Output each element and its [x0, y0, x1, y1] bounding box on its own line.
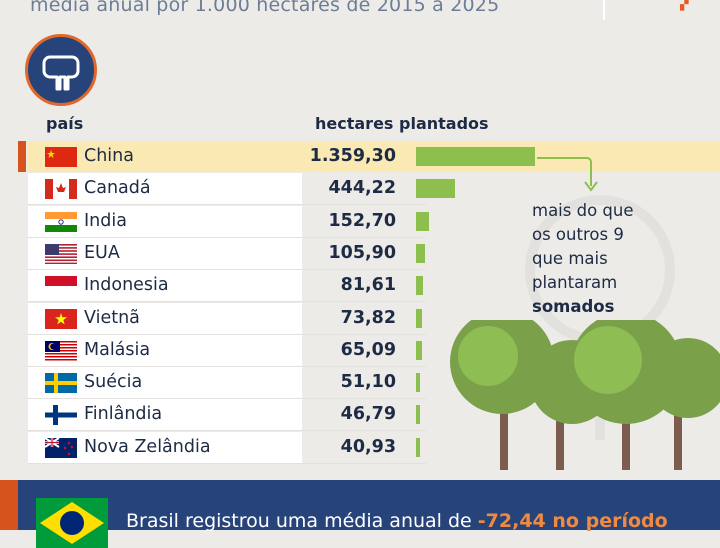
row-separator [28, 333, 426, 335]
row-separator [28, 462, 426, 464]
country-label: Canadá [84, 178, 151, 199]
row-separator [28, 365, 426, 367]
row-separator [28, 301, 426, 303]
trees-illustration-icon [450, 320, 720, 470]
row-separator [28, 236, 426, 238]
value-label: 51,10 [340, 372, 396, 393]
bar [416, 276, 424, 296]
bar [416, 211, 430, 231]
column-header-country: país [46, 114, 84, 133]
footer-banner: Brasil registrou uma média anual de -72,… [0, 480, 720, 548]
value-label: 81,61 [340, 275, 396, 296]
bar [416, 437, 420, 457]
country-label: Indonesia [84, 275, 169, 296]
bar [416, 243, 426, 263]
country-label: Nova Zelândia [84, 436, 211, 457]
footer-text: Brasil registrou uma média anual de -72,… [126, 510, 668, 532]
bar [416, 179, 455, 199]
country-label: Finlândia [84, 404, 163, 425]
country-label: Vietnã [84, 307, 140, 328]
annotation-arrow-icon [537, 157, 598, 192]
row-separator [28, 430, 426, 432]
value-label: 40,93 [340, 436, 396, 457]
table-row [28, 141, 720, 172]
flag-icon [45, 373, 77, 394]
annotation-line-3: que mais [532, 249, 608, 268]
annotation-line-2: os outros 9 [532, 225, 624, 244]
tree-badge-icon [25, 34, 97, 106]
flag-icon [45, 340, 77, 361]
bar [416, 340, 422, 360]
bar [416, 405, 421, 425]
value-label: 105,90 [328, 242, 396, 263]
brazil-flag-icon [36, 498, 108, 548]
header-divider [603, 0, 605, 20]
highlight-accent [18, 141, 26, 172]
footer-text-highlight: -72,44 no período [477, 510, 668, 532]
row-separator [28, 268, 426, 270]
flag-icon [45, 211, 77, 232]
country-label: China [84, 146, 134, 166]
flag-icon [45, 276, 77, 297]
value-label: 444,22 [328, 178, 396, 199]
row-separator [28, 398, 426, 400]
country-label: India [84, 210, 127, 231]
bar [416, 308, 423, 328]
footer-accent [0, 480, 18, 530]
flag-icon [45, 179, 77, 200]
annotation-note: mais do que os outros 9 que mais plantar… [532, 199, 672, 319]
flag-icon [45, 437, 77, 458]
value-label: 65,09 [340, 339, 396, 360]
country-label: Suécia [84, 372, 143, 393]
flag-icon [45, 243, 77, 264]
country-label: Malásia [84, 339, 151, 360]
column-header-hectares: hectares plantados [315, 114, 489, 133]
value-label: 73,82 [340, 307, 396, 328]
value-label: 152,70 [328, 210, 396, 231]
logo-mark-icon: ▞ [680, 0, 689, 11]
country-label: EUA [84, 242, 120, 263]
value-label: 1.359,30 [309, 146, 396, 166]
flag-icon [45, 147, 77, 167]
annotation-line-1: mais do que [532, 201, 634, 220]
chart-subtitle: média anual por 1.000 hectares de 2015 a… [30, 0, 500, 16]
bar [416, 147, 535, 166]
footer-text-main: Brasil registrou uma média anual de [126, 510, 478, 532]
annotation-line-4: plantaram [532, 273, 618, 292]
value-label: 46,79 [340, 404, 396, 425]
flag-icon [45, 405, 77, 426]
flag-icon [45, 308, 77, 329]
row-separator [28, 204, 426, 206]
bar [416, 373, 421, 393]
annotation-line-5: somados [532, 297, 615, 316]
